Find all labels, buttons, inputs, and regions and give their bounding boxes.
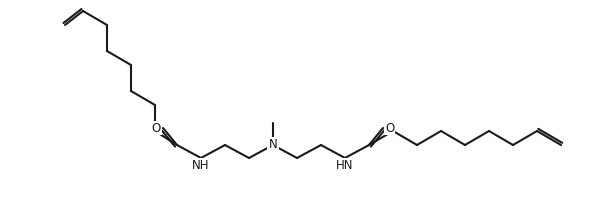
Text: O: O [151, 121, 161, 135]
Text: N: N [268, 139, 277, 152]
Text: NH: NH [192, 159, 210, 172]
Text: HN: HN [336, 159, 354, 172]
Text: O: O [385, 121, 394, 135]
